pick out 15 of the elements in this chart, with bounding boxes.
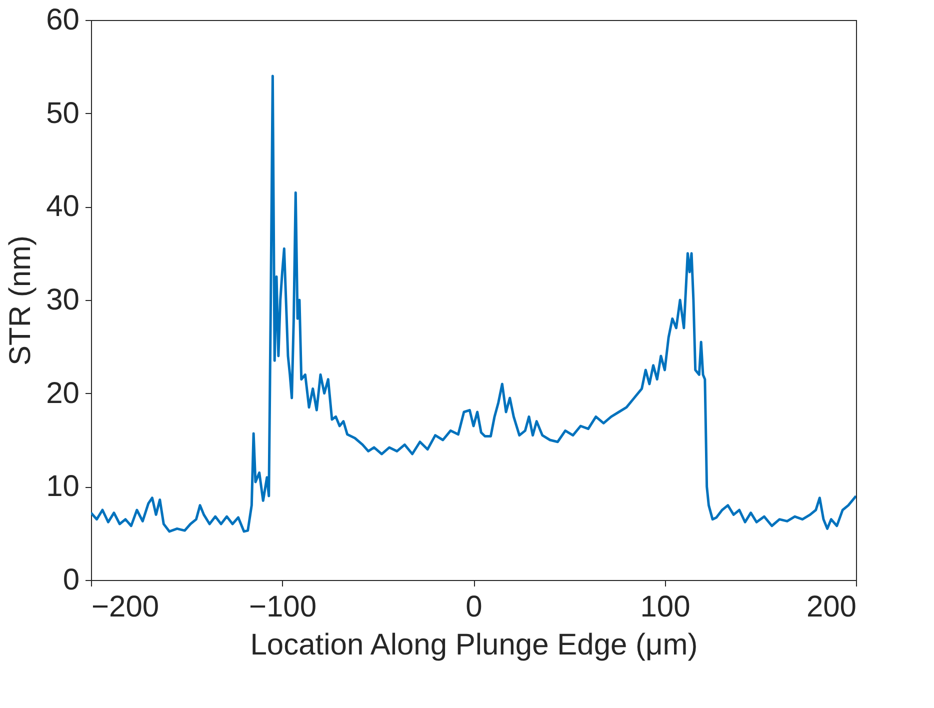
y-axis-title: STR (nm) (4, 236, 38, 366)
y-tick-label: 40 (46, 190, 80, 224)
x-tick-label: 100 (640, 590, 690, 624)
line-series (91, 74, 856, 533)
x-axis-title: Location Along Plunge Edge (μm) (250, 628, 698, 662)
x-tick-label: 0 (466, 590, 482, 624)
y-tick-label: 30 (46, 284, 80, 316)
y-tick-label: 60 (46, 4, 80, 36)
y-tick-label: 50 (46, 96, 80, 130)
x-tick-label: 200 (806, 590, 856, 624)
y-tick-label: 0 (62, 564, 80, 596)
y-tick-label: 20 (46, 376, 80, 410)
x-tick-label: −100 (248, 590, 317, 624)
x-tick-label: −200 (92, 590, 160, 624)
y-tick-label: 10 (46, 470, 80, 504)
